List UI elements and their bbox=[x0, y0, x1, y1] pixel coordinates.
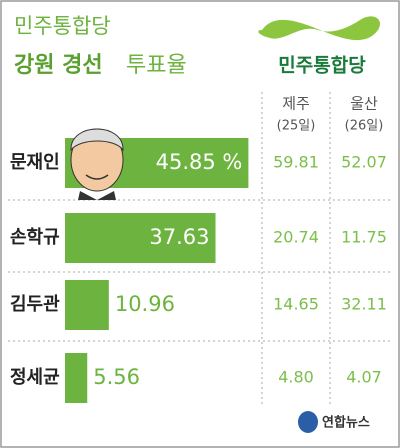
chart-subtitle: 투표율 bbox=[126, 53, 187, 78]
table-value: 20.74 bbox=[273, 228, 319, 247]
table-value: 52.07 bbox=[341, 153, 387, 172]
bar bbox=[65, 280, 109, 330]
table-value: 4.07 bbox=[346, 368, 382, 387]
portrait bbox=[70, 128, 124, 200]
separators bbox=[8, 92, 392, 405]
category-label: 문재인 bbox=[10, 152, 60, 173]
column-date: (26일) bbox=[345, 119, 384, 134]
table-value: 32.11 bbox=[341, 295, 387, 314]
value-label: 5.56 bbox=[93, 365, 140, 389]
category-label: 손학규 bbox=[10, 226, 60, 248]
chart-title: 강원 경선 bbox=[14, 53, 103, 78]
category-label: 김두관 bbox=[10, 294, 60, 315]
bar bbox=[65, 353, 88, 403]
logo-mark bbox=[258, 16, 380, 41]
bar bbox=[65, 213, 216, 263]
table-value: 14.65 bbox=[273, 295, 319, 314]
source-logo bbox=[298, 411, 318, 433]
value-label: 45.85 % bbox=[156, 150, 243, 174]
party-label: 민주통합당 bbox=[14, 14, 111, 38]
table-value: 11.75 bbox=[341, 228, 387, 247]
table-value: 59.81 bbox=[273, 153, 319, 172]
logo-text: 민주통합당 bbox=[278, 55, 366, 77]
category-label: 정세균 bbox=[10, 367, 60, 388]
value-label: 37.63 bbox=[149, 225, 209, 249]
column-header: 울산 bbox=[350, 95, 378, 113]
column-header: 제주 bbox=[282, 95, 310, 113]
column-date: (25일) bbox=[277, 119, 316, 134]
table-value: 4.80 bbox=[278, 368, 314, 387]
value-label: 10.96 bbox=[115, 292, 175, 316]
source: 연합뉴스 bbox=[322, 415, 370, 431]
